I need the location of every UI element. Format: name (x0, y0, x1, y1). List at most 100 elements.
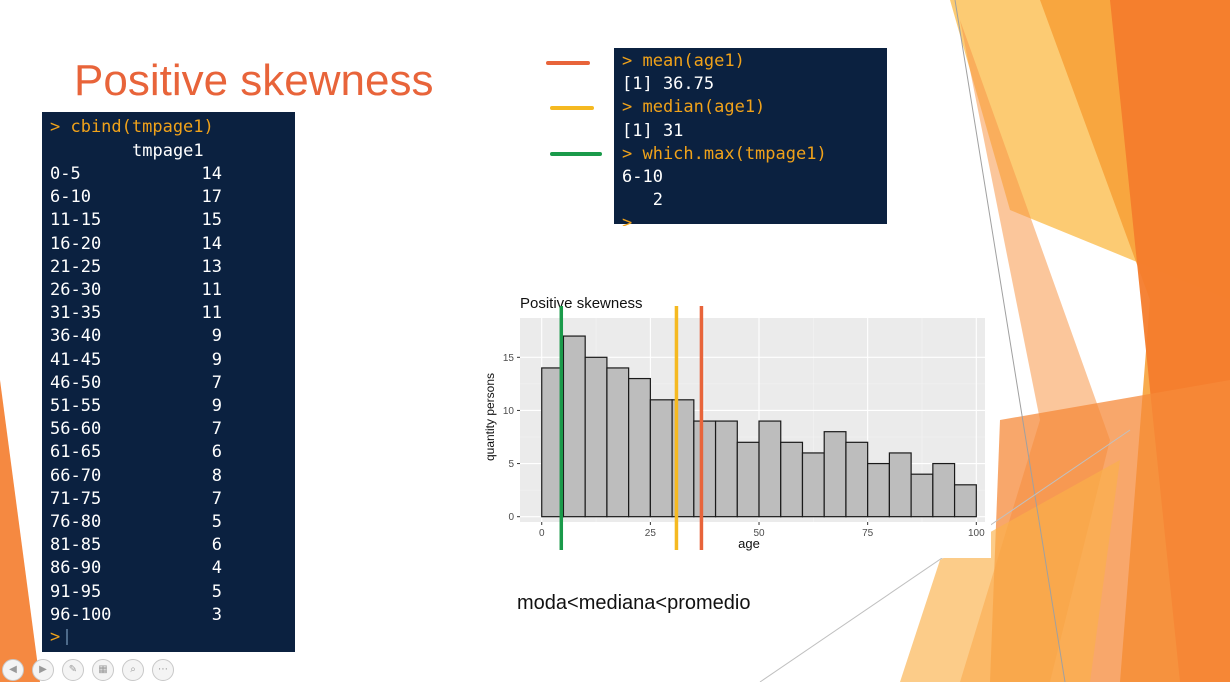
histogram-bar (649, 399, 673, 518)
y-axis-label: quantity persons (483, 373, 497, 461)
row-value: 14 (201, 164, 222, 184)
console-prompt[interactable]: > (50, 626, 69, 649)
x-tick-label: 25 (645, 528, 657, 539)
histogram-bar (845, 441, 869, 518)
slide-title: Positive skewness (74, 56, 434, 105)
y-tick-label: 10 (503, 406, 515, 417)
x-tick-label: 75 (862, 528, 874, 539)
histogram-bar (562, 335, 586, 518)
histogram-bar (758, 420, 782, 518)
row-value: 17 (201, 187, 222, 208)
table-row: 0-5 14 (50, 163, 285, 186)
histogram-bar (823, 431, 847, 518)
row-label: 6-10 (50, 187, 91, 208)
table-row: 61-65 6 (50, 441, 285, 464)
x-tick-label: 0 (539, 528, 545, 539)
row-label: 16-20 (50, 233, 102, 254)
table-row: 56-60 7 (50, 418, 285, 441)
row-label: 96-100 (50, 604, 112, 625)
table-row: 31-35 11 (50, 302, 285, 325)
row-value: 7 (211, 488, 222, 509)
row-value: 15 (201, 210, 222, 231)
mean-legend-line (546, 61, 590, 65)
histogram-bar (932, 462, 956, 518)
x-tick-label: 100 (968, 528, 985, 539)
table-row: 6-10 17 (50, 186, 285, 209)
frequency-table-console: > cbind(tmpage1) tmpage1 0-5 14 6-10 17 11-1… (42, 112, 295, 652)
y-tick-label: 15 (503, 353, 515, 364)
table-row: 16-20 14 (50, 233, 285, 256)
x-tick-label: 50 (753, 528, 765, 539)
table-row: 11-15 15 (50, 209, 285, 232)
row-value: 3 (211, 604, 222, 625)
row-value: 7 (211, 419, 222, 440)
histogram-bar (910, 473, 934, 518)
slideshow-toolbar: ◀ ▶ ✎ ▦ ⌕ ⋯ (0, 656, 200, 682)
row-label: 31-35 (50, 303, 102, 324)
table-row: 96-100 3 (50, 604, 285, 627)
table-row: 41-45 9 (50, 349, 285, 372)
table-row: 71-75 7 (50, 488, 285, 511)
row-label: 11-15 (50, 210, 102, 231)
histogram-bar (584, 356, 608, 518)
row-value: 5 (211, 581, 222, 602)
console-output: [1] 36.75 (622, 74, 715, 95)
console-command: > cbind(tmpage1) (50, 117, 214, 137)
text-cursor (66, 629, 69, 645)
row-value: 9 (211, 396, 222, 416)
table-header: tmpage1 (132, 141, 204, 161)
row-value: 9 (211, 349, 222, 370)
table-row: 86-90 4 (50, 557, 285, 580)
previous-slide-icon[interactable]: ◀ (2, 659, 24, 681)
row-label: 0-5 (50, 164, 81, 184)
more-options-icon[interactable]: ⋯ (152, 659, 174, 681)
row-label: 91-95 (50, 581, 102, 602)
row-label: 86-90 (50, 558, 102, 579)
row-label: 36-40 (50, 326, 102, 347)
console-output: 6-10 (622, 167, 663, 187)
y-tick-label: 0 (508, 512, 514, 523)
row-label: 21-25 (50, 256, 102, 277)
row-label: 51-55 (50, 396, 102, 416)
table-row: 21-25 13 (50, 256, 285, 279)
histogram-bar (888, 452, 912, 518)
row-value: 11 (201, 280, 222, 300)
histogram-bar (867, 462, 890, 518)
zoom-icon[interactable]: ⌕ (122, 659, 144, 681)
table-row: 76-80 5 (50, 511, 285, 534)
table-row: 91-95 5 (50, 581, 285, 604)
x-axis-label: age (738, 536, 760, 551)
stats-console: > mean(age1) [1] 36.75 > median(age1) [1] 3… (614, 48, 887, 227)
table-row: 66-70 8 (50, 465, 285, 488)
console-output: [1] 31 (622, 120, 684, 141)
row-label: 71-75 (50, 488, 102, 509)
histogram-bar (780, 441, 804, 518)
histogram-chart: Positive skewness 0 25 50 75 100 0 5 10 15 age q… (483, 295, 985, 551)
row-label: 66-70 (50, 465, 102, 486)
console-command: > mean(age1) (622, 51, 745, 71)
console-command: > which.max(tmpage1) (622, 143, 827, 164)
histogram-bar (628, 377, 651, 518)
row-value: 11 (201, 303, 222, 324)
row-value: 7 (211, 372, 222, 393)
next-slide-icon[interactable]: ▶ (32, 659, 54, 681)
row-label: 46-50 (50, 372, 102, 393)
console-command: > median(age1) (622, 97, 766, 118)
table-row: 51-55 9 (50, 395, 285, 418)
table-row: 46-50 7 (50, 372, 285, 395)
y-tick-label: 5 (508, 459, 514, 470)
row-label: 76-80 (50, 512, 102, 532)
slides-grid-icon[interactable]: ▦ (92, 659, 114, 681)
row-label: 41-45 (50, 349, 102, 370)
console-prompt[interactable]: > (622, 213, 633, 227)
caption-text: moda<mediana<promedio (517, 592, 751, 614)
row-value: 8 (211, 465, 222, 486)
mode-legend-line (550, 152, 602, 156)
row-value: 6 (211, 535, 222, 556)
histogram-panel: Positive skewness 0 25 50 75 100 0 5 10 15 age q… (468, 284, 991, 558)
row-value: 5 (211, 512, 222, 532)
pen-icon[interactable]: ✎ (62, 659, 84, 681)
table-row: 36-40 9 (50, 325, 285, 348)
row-label: 26-30 (50, 280, 102, 300)
